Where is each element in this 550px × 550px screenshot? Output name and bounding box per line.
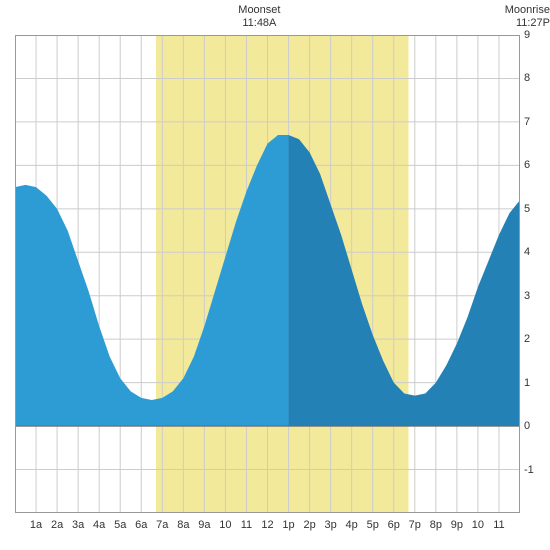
x-tick-label: 3a [72,519,84,531]
y-tick-label: -1 [524,464,534,476]
y-tick-label: 3 [524,290,530,302]
x-tick-label: 2p [303,519,315,531]
x-tick-label: 11 [241,519,252,531]
y-tick-label: 6 [524,159,530,171]
moonset-time: 11:48A [238,17,280,30]
y-tick-label: 4 [524,246,530,258]
y-tick-label: 7 [524,116,530,128]
tide-chart-container: { "layout": { "plot_left": 15, "plot_top… [0,0,550,550]
x-tick-label: 4a [93,519,105,531]
x-tick-label: 1p [282,519,294,531]
y-tick-label: 5 [524,203,530,215]
moonset-title: Moonset [238,4,280,16]
x-tick-label: 3p [325,519,337,531]
x-tick-label: 12 [261,519,273,531]
x-tick-label: 4p [346,519,358,531]
y-tick-label: 0 [524,420,530,432]
x-tick-label: 5p [367,519,379,531]
y-tick-label: 9 [524,29,530,41]
x-tick-label: 8p [430,519,442,531]
x-tick-label: 9a [198,519,210,531]
x-tick-label: 1a [30,519,42,531]
y-tick-label: 1 [524,377,530,389]
x-tick-label: 9p [451,519,463,531]
x-tick-label: 5a [114,519,126,531]
y-tick-label: 8 [524,72,530,84]
x-tick-label: 10 [219,519,231,531]
tide-plot [15,35,520,513]
x-tick-label: 7p [409,519,421,531]
x-tick-label: 11 [493,519,504,531]
x-tick-label: 8a [177,519,189,531]
moonrise-label: Moonrise 11:27P [505,4,550,30]
moonrise-title: Moonrise [505,4,550,16]
x-tick-label: 10 [472,519,484,531]
x-tick-label: 7a [156,519,168,531]
x-tick-label: 2a [51,519,63,531]
x-tick-label: 6a [135,519,147,531]
x-tick-label: 6p [388,519,400,531]
moonset-label: Moonset 11:48A [238,4,280,30]
y-tick-label: 2 [524,333,530,345]
